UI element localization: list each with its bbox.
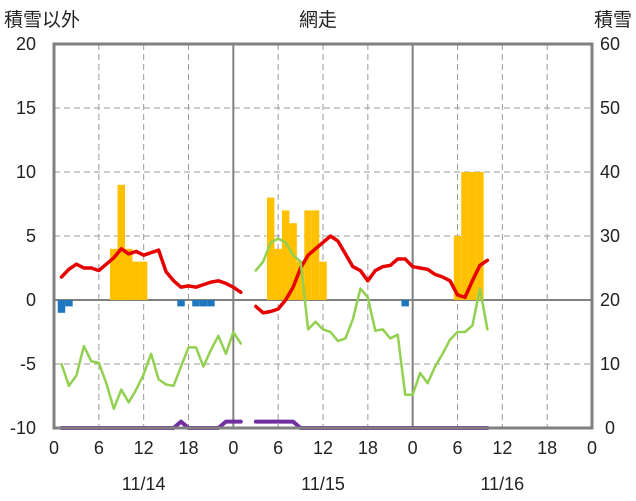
x-tick-label: 12	[492, 438, 512, 458]
bar	[453, 236, 462, 300]
y-left-tick-label: 20	[16, 34, 36, 54]
y-right-tick-label: 20	[600, 290, 620, 310]
series-line	[60, 237, 489, 411]
bar	[401, 300, 409, 307]
y-right-tick-label: 0	[605, 418, 615, 438]
bar	[289, 223, 297, 300]
y-left-tick-label: 10	[16, 162, 36, 182]
bar	[461, 172, 469, 300]
y-right-tick-label: 10	[600, 354, 620, 374]
y-right-tick-label: 50	[600, 98, 620, 118]
bar	[177, 300, 185, 307]
bar	[117, 184, 125, 300]
y-left-tick-label: -5	[20, 354, 36, 374]
bar	[319, 261, 327, 300]
bar	[207, 300, 215, 307]
x-tick-label: 18	[358, 438, 378, 458]
x-tick-label: 12	[313, 438, 333, 458]
grid-lines	[54, 44, 592, 428]
x-tick-label: 0	[228, 438, 238, 458]
bar	[57, 300, 66, 313]
date-label: 11/16	[480, 474, 524, 494]
bar	[192, 300, 200, 307]
plot-frame	[52, 42, 594, 430]
series-line	[59, 234, 490, 315]
y-left-tick-label: 0	[26, 290, 36, 310]
chart-title: 網走	[299, 9, 337, 31]
right-axis-title: 積雪	[594, 9, 632, 31]
x-tick-label: 18	[537, 438, 557, 458]
x-tick-label: 12	[134, 438, 154, 458]
x-tick-label: 0	[587, 438, 597, 458]
bar	[468, 172, 477, 300]
bar	[296, 261, 305, 300]
x-tick-label: 0	[408, 438, 418, 458]
bar	[139, 261, 148, 300]
y-left-tick-label: -10	[10, 418, 36, 438]
bar	[124, 248, 133, 300]
left-axis-title: 積雪以外	[4, 9, 80, 31]
y-left-tick-label: 5	[26, 226, 36, 246]
x-tick-label: 0	[49, 438, 59, 458]
x-tick-label: 18	[178, 438, 198, 458]
y-right-tick-label: 30	[600, 226, 620, 246]
bar	[311, 210, 320, 300]
bar	[199, 300, 208, 307]
bar	[110, 248, 118, 300]
date-label: 11/15	[301, 474, 345, 494]
bar	[281, 210, 290, 300]
bar	[476, 172, 484, 300]
bar	[65, 300, 73, 307]
bar	[132, 261, 140, 300]
y-left-tick-label: 15	[16, 98, 36, 118]
y-right-tick-label: 40	[600, 162, 620, 182]
bar	[274, 248, 282, 300]
y-right-tick-label: 60	[600, 34, 620, 54]
bar	[266, 197, 275, 300]
x-tick-label: 6	[273, 438, 283, 458]
date-label: 11/14	[122, 474, 166, 494]
x-tick-label: 6	[452, 438, 462, 458]
x-tick-label: 6	[94, 438, 104, 458]
